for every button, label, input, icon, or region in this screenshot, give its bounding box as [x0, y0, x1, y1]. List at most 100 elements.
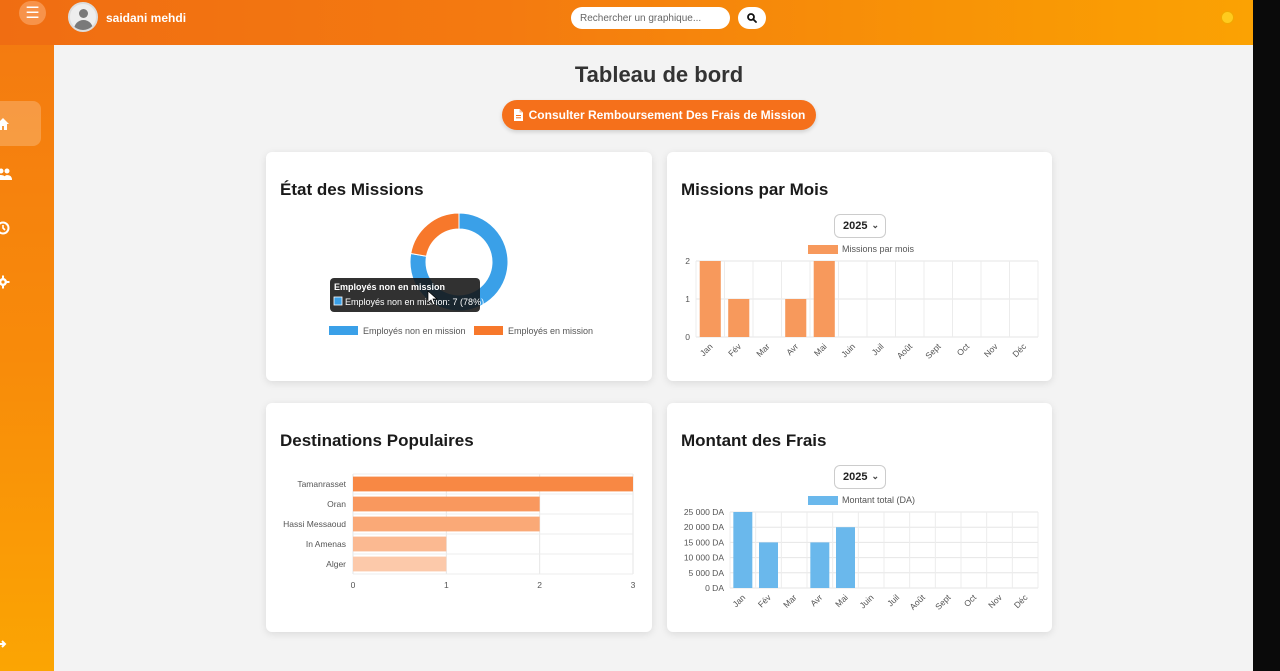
reimbursement-button[interactable]: Consulter Remboursement Des Frais de Mis…: [502, 100, 816, 130]
bar: [813, 261, 835, 337]
x-tick-label: Août: [907, 592, 927, 612]
card-title: Destinations Populaires: [280, 431, 474, 450]
legend-label: Montant total (DA): [842, 495, 915, 505]
sidebar-item-users[interactable]: [0, 151, 41, 196]
screen-edge: [1253, 0, 1280, 671]
x-tick-label: 0: [351, 580, 356, 590]
x-tick-label: 3: [631, 580, 636, 590]
y-tick-label: Oran: [327, 499, 346, 509]
year-select[interactable]: 2025 ⌄: [834, 465, 886, 489]
search-input[interactable]: [571, 7, 730, 29]
y-tick-label: 5 000 DA: [689, 568, 725, 578]
bar: [699, 261, 721, 337]
chevron-down-icon: ⌄: [871, 471, 879, 481]
x-tick-label: Sept: [933, 592, 953, 612]
bar: [810, 542, 830, 588]
top-bar: ☰ saidani mehdi: [0, 0, 1253, 45]
legend-swatch: [329, 326, 358, 335]
x-tick-label: Fév: [756, 592, 774, 610]
x-tick-label: Nov: [986, 592, 1004, 610]
menu-toggle-button[interactable]: ☰: [19, 1, 46, 25]
bar: [728, 299, 750, 337]
card-missions-par-mois: Missions par Mois 2025 ⌄ 0 1 2 Jan Fév Mar Avr…: [667, 152, 1052, 381]
x-tick-label: Juin: [839, 341, 857, 359]
sidebar-item-settings[interactable]: [0, 259, 41, 304]
sidebar-item-history[interactable]: [0, 205, 41, 250]
reimbursement-button-label: Consulter Remboursement Des Frais de Mis…: [528, 108, 806, 122]
tooltip-label: Employés non en mission: 7 (78%): [345, 297, 484, 307]
page-title: Tableau de bord: [574, 62, 744, 87]
donut-chart: Employés non en mission Employés en missi…: [329, 212, 593, 336]
search-icon: [747, 13, 757, 23]
user-avatar[interactable]: [68, 2, 98, 32]
x-tick-label: Juil: [885, 592, 901, 608]
gear-icon: [0, 275, 10, 288]
x-tick-label: Sept: [923, 341, 943, 361]
y-tick-label: Tamanrasset: [297, 479, 346, 489]
card-etat-missions: État des Missions Employés non en missio…: [266, 152, 652, 381]
card-title: Montant des Frais: [681, 431, 827, 450]
destinations-bar-chart: 0 1 2 3 Tamanrasset Oran Hassi Messaoud In Amen…: [283, 473, 636, 590]
x-tick-label: Mai: [833, 592, 850, 609]
card-destinations: Destinations Populaires 0 1 2 3 Tamanrasset O…: [266, 403, 652, 632]
bar: [733, 512, 753, 588]
year-select-value: 2025: [843, 220, 868, 232]
x-tick-label: Jan: [698, 341, 715, 358]
status-indicator[interactable]: [1221, 11, 1234, 24]
donut-slice: [410, 212, 460, 257]
x-tick-label: Déc: [1012, 592, 1030, 610]
x-tick-label: Mar: [754, 341, 772, 359]
y-tick-label: 1: [685, 294, 690, 304]
sidebar-item-logout[interactable]: [0, 633, 41, 655]
x-tick-label: Oct: [962, 592, 979, 609]
y-tick-label: 25 000 DA: [684, 507, 724, 517]
y-tick-label: Alger: [326, 559, 346, 569]
x-tick-label: Mai: [812, 341, 829, 358]
bar: [353, 556, 447, 572]
chevron-down-icon: ⌄: [871, 220, 879, 230]
x-tick-label: Avr: [808, 592, 824, 608]
card-title: État des Missions: [280, 180, 424, 199]
year-select-value: 2025: [843, 471, 868, 483]
bar: [836, 527, 855, 588]
x-tick-label: Août: [895, 341, 915, 361]
tooltip-title: Employés non en mission: [334, 282, 445, 292]
bar: [353, 536, 447, 552]
x-tick-label: 1: [444, 580, 449, 590]
x-tick-label: Fév: [726, 341, 744, 359]
search-button[interactable]: [738, 7, 766, 29]
y-tick-label: 10 000 DA: [684, 553, 724, 563]
document-icon: [513, 109, 523, 121]
bar: [353, 496, 540, 512]
tooltip-box: [330, 278, 480, 312]
y-tick-label: Hassi Messaoud: [283, 519, 346, 529]
x-tick-label: Juin: [857, 592, 875, 610]
y-tick-label: 20 000 DA: [684, 522, 724, 532]
x-tick-label: Mar: [781, 592, 799, 610]
y-tick-label: 15 000 DA: [684, 537, 724, 547]
legend-label: Employés en mission: [508, 326, 593, 336]
sidebar: [0, 45, 54, 671]
bar: [353, 476, 633, 492]
y-tick-label: 0 DA: [705, 583, 724, 593]
mouse-cursor-icon: [427, 290, 438, 306]
legend-swatch: [808, 245, 838, 254]
card-title: Missions par Mois: [681, 180, 829, 199]
y-tick-label: 2: [685, 256, 690, 266]
hamburger-icon: ☰: [25, 5, 40, 22]
year-select[interactable]: 2025 ⌄: [834, 214, 886, 238]
legend-swatch: [808, 496, 838, 505]
bar: [353, 516, 540, 532]
home-icon: [0, 117, 9, 130]
legend-label: Missions par mois: [842, 244, 915, 254]
x-tick-label: Jan: [730, 592, 747, 609]
bar: [759, 542, 778, 588]
chart-tooltip: Employés non en mission Employés non en m…: [330, 278, 484, 312]
missions-bar-chart: 0 1 2 Jan Fév Mar Avr Mai Juin Juil Août Sept Oct Nov…: [685, 244, 1039, 361]
legend-swatch: [474, 326, 503, 335]
bar: [785, 299, 807, 337]
sidebar-item-home[interactable]: [0, 101, 41, 146]
x-tick-label: Avr: [784, 341, 800, 357]
tooltip-swatch: [333, 296, 343, 306]
y-tick-label: 0: [685, 332, 690, 342]
